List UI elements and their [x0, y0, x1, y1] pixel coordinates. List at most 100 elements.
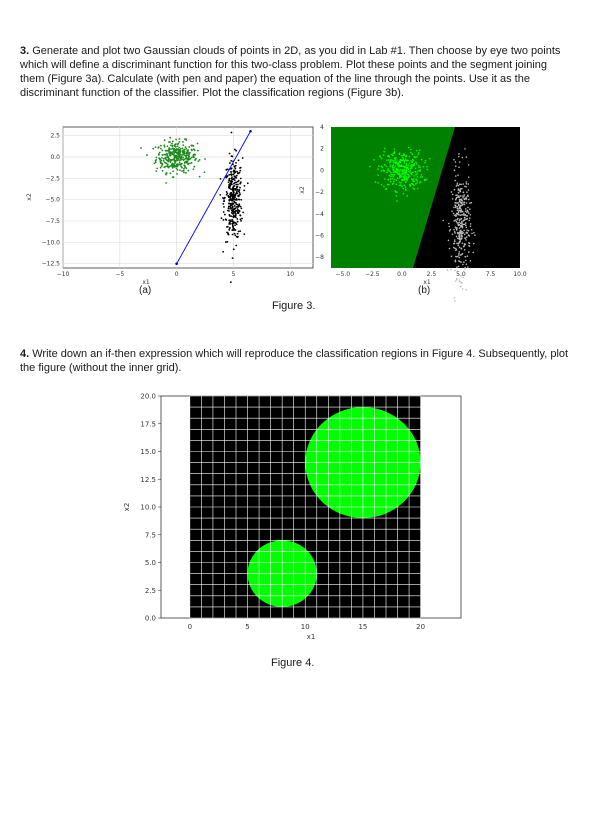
data-point — [393, 170, 395, 172]
data-point — [458, 246, 461, 249]
data-point — [461, 203, 464, 206]
data-point — [454, 269, 456, 272]
data-point — [228, 185, 230, 188]
data-point — [461, 225, 463, 228]
data-point — [198, 159, 201, 161]
data-point — [420, 158, 423, 161]
data-point — [396, 163, 398, 166]
data-point — [463, 194, 466, 196]
data-point — [403, 173, 405, 176]
section-4-body: Write down an if-then expression which w… — [20, 348, 569, 374]
data-point — [186, 158, 189, 160]
data-point — [232, 170, 235, 173]
data-point — [231, 193, 234, 196]
data-point — [233, 194, 236, 196]
data-point — [229, 162, 231, 164]
data-point — [232, 216, 235, 219]
data-point — [380, 165, 383, 168]
section-4-text: 4. Write down an if-then expression whic… — [20, 347, 572, 375]
data-point — [219, 177, 222, 180]
data-point — [418, 149, 421, 152]
data-point — [226, 240, 229, 243]
data-point — [458, 199, 461, 202]
data-point — [396, 177, 399, 179]
data-point — [233, 232, 236, 235]
data-point — [419, 176, 422, 178]
data-point — [464, 185, 466, 188]
data-point — [233, 148, 236, 151]
data-point — [236, 208, 239, 210]
data-point — [236, 210, 239, 212]
data-point — [466, 255, 469, 257]
data-point — [454, 179, 457, 182]
chosen-point — [175, 262, 178, 266]
data-point — [406, 178, 409, 180]
data-point — [465, 236, 468, 238]
data-point — [465, 288, 467, 291]
data-point — [172, 170, 175, 173]
data-point — [459, 222, 462, 225]
data-point — [457, 217, 459, 220]
data-point — [467, 189, 470, 191]
data-point — [453, 220, 455, 222]
data-point — [235, 244, 238, 247]
x-tick-label: 10.0 — [513, 271, 527, 278]
data-point — [233, 200, 236, 203]
data-point — [415, 178, 418, 180]
data-point — [405, 155, 407, 158]
data-point — [166, 145, 169, 148]
data-point — [461, 156, 464, 159]
data-point — [451, 193, 454, 196]
data-point — [466, 215, 469, 217]
data-point — [464, 148, 466, 150]
data-point — [415, 161, 417, 164]
data-point — [231, 257, 234, 260]
x-tick-label: −5 — [115, 271, 124, 278]
data-point — [459, 280, 461, 283]
data-point — [458, 279, 461, 281]
data-point — [231, 203, 234, 206]
data-point — [467, 206, 469, 209]
data-point — [463, 229, 465, 232]
data-point — [220, 217, 223, 220]
data-point — [465, 185, 468, 188]
data-point — [182, 144, 185, 147]
data-point — [234, 229, 237, 231]
data-point — [410, 165, 413, 167]
data-point — [167, 159, 170, 162]
data-point — [410, 172, 413, 175]
data-point — [229, 223, 232, 225]
data-point — [454, 201, 456, 204]
data-point — [190, 148, 193, 151]
data-point — [459, 207, 462, 210]
data-point — [228, 173, 231, 176]
data-point — [467, 210, 469, 213]
data-point — [161, 154, 164, 156]
data-point — [194, 154, 196, 156]
x-tick-label: 5 — [245, 623, 249, 631]
data-point — [453, 206, 455, 209]
data-point — [464, 213, 467, 216]
data-point — [231, 178, 234, 181]
data-point — [403, 153, 406, 156]
data-point — [186, 152, 189, 155]
data-point — [231, 222, 234, 225]
data-point — [237, 205, 240, 208]
data-point — [455, 214, 457, 217]
data-point — [392, 160, 395, 162]
data-point — [460, 230, 463, 233]
data-point — [465, 224, 467, 227]
x-tick-label: 5.0 — [456, 271, 466, 278]
data-point — [192, 154, 195, 157]
y-tick-label: 2.5 — [145, 587, 156, 595]
data-point — [171, 151, 173, 154]
data-point — [461, 201, 463, 204]
data-point — [159, 160, 162, 163]
data-point — [380, 170, 383, 172]
data-point — [408, 171, 411, 173]
data-point — [234, 212, 237, 215]
data-point — [237, 211, 240, 214]
data-point — [390, 175, 392, 178]
data-point — [460, 237, 463, 239]
